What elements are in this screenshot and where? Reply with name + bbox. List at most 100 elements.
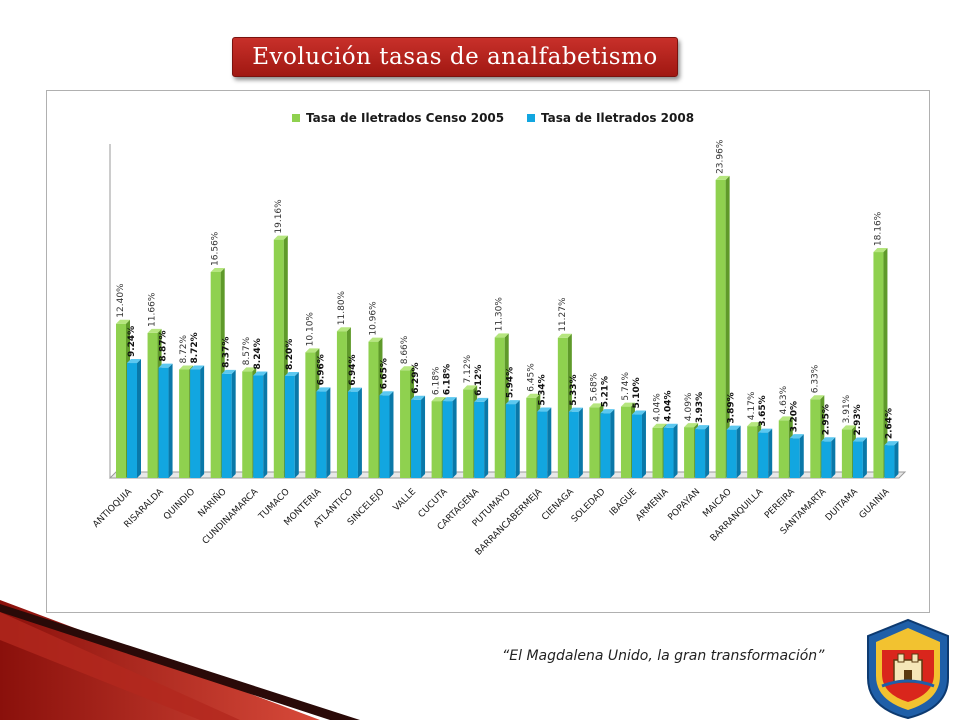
data-label-2008-3: 8.37% [222,337,232,368]
coat-of-arms-logo [867,618,949,720]
bar-2008-19 [726,425,741,478]
data-label-2005-5: 19.16% [274,199,284,234]
data-label-2008-8: 6.65% [379,358,389,389]
data-label-2008-14: 5.33% [569,374,579,405]
data-label-2008-0: 9.24% [127,326,137,357]
bar-2005-19 [715,175,730,478]
bar-2008-24 [884,441,899,478]
data-label-2005-17: 4.04% [653,393,663,422]
data-label-2005-6: 10.10% [305,312,315,347]
data-label-2005-2: 8.72% [179,334,189,363]
data-label-2005-7: 11.80% [337,290,347,325]
bar-2008-5 [284,371,299,478]
bar-2008-18 [695,425,710,478]
chart-frame: Tasa de Iletrados Censo 2005 Tasa de Ile… [46,90,930,613]
chart-legend: Tasa de Iletrados Censo 2005 Tasa de Ile… [292,111,694,125]
category-label-16: IBAGUE [608,487,639,518]
data-label-2008-23: 2.93% [853,404,863,435]
data-label-2008-9: 6.29% [411,363,421,394]
bar-2008-9 [411,395,426,478]
chart-data-labels: 12.40%9.24% 11.66%8.87% 8.72% 8.72% 16.56% 8.… [116,139,894,439]
data-label-2008-12: 5.94% [506,367,516,398]
data-label-2005-12: 11.30% [495,297,505,332]
data-label-2008-4: 8.24% [253,338,263,369]
category-label-17: ARMENIA [634,486,671,523]
data-label-2005-8: 10.96% [368,301,378,336]
legend-label-2005: Tasa de Iletrados Censo 2005 [306,111,504,125]
bar-2008-23 [852,437,867,478]
chart-bars [116,175,899,478]
data-label-2008-11: 6.12% [474,365,484,396]
data-label-2005-0: 12.40% [116,283,126,318]
data-label-2005-10: 6.18% [432,366,442,395]
bar-2008-20 [758,428,773,478]
data-label-2005-11: 7.12% [463,354,473,383]
category-label-18: POPAYAN [666,487,702,523]
bar-2008-2 [190,365,205,478]
bar-2008-4 [253,371,268,478]
page-title: Evolución tasas de analfabetismo [232,37,678,77]
data-label-2008-2: 8.72% [190,332,200,363]
data-label-2008-22: 2.95% [821,404,831,435]
bar-2008-14 [568,407,583,478]
bar-2008-15 [600,409,615,478]
bar-2008-11 [474,397,489,478]
category-label-15: SOLEDAD [570,487,608,525]
data-label-2005-20: 4.17% [747,391,757,420]
category-label-9: VALLE [392,487,419,514]
data-label-2005-9: 8.66% [400,335,410,364]
category-label-3: NARIÑO [196,486,229,519]
category-label-20: BARRANQUILLA [709,486,766,543]
data-label-2008-15: 5.21% [600,376,610,407]
data-label-2008-18: 3.93% [695,392,705,423]
category-label-19: MAICAO [701,487,733,519]
data-label-2008-1: 8.87% [159,330,169,361]
data-label-2005-4: 8.57% [242,336,252,365]
data-label-2008-6: 6.96% [316,354,326,385]
data-label-2005-21: 4.63% [779,385,789,414]
data-label-2005-14: 11.27% [558,297,568,332]
bar-2008-10 [442,397,457,478]
data-label-2008-16: 5.10% [632,377,642,408]
data-label-2008-24: 2.64% [884,408,894,439]
bar-2005-24 [873,248,888,478]
data-label-2005-16: 5.74% [621,372,631,401]
data-label-2005-1: 11.66% [148,292,158,327]
data-label-2008-19: 3.89% [727,392,737,423]
data-label-2008-17: 4.04% [664,391,674,422]
data-label-2005-19: 23.96% [716,139,726,174]
data-label-2005-13: 6.45% [526,363,536,392]
legend-swatch-2005 [292,114,300,122]
data-label-2005-23: 3.91% [842,394,852,423]
data-label-2005-15: 5.68% [589,372,599,401]
data-label-2005-3: 16.56% [211,231,221,266]
data-label-2005-18: 4.09% [684,392,694,421]
data-label-2005-22: 6.33% [810,364,820,393]
bar-2008-17 [663,423,678,478]
bar-2008-8 [379,391,394,478]
category-label-24: GUAINIA [858,486,892,520]
category-label-23: DUITAMA [824,486,861,523]
data-label-2008-7: 6.94% [348,354,358,385]
bar-2008-7 [347,387,362,478]
legend-swatch-2008 [527,114,535,122]
data-label-2008-13: 5.34% [537,374,547,405]
legend-label-2008: Tasa de Iletrados 2008 [541,111,694,125]
category-label-4: CUNDINAMARCA [201,486,261,546]
bar-2008-1 [158,363,173,478]
bar-2008-21 [789,434,804,478]
bar-2008-3 [221,369,236,478]
bar-2008-0 [127,359,141,478]
data-label-2008-5: 8.20% [285,339,295,370]
category-label-2: QUINDIO [162,487,197,522]
data-label-2008-10: 6.18% [443,364,453,395]
bar-chart: Tasa de Iletrados Censo 2005 Tasa de Ile… [91,111,907,558]
bar-2008-6 [316,387,331,478]
bar-2008-22 [821,437,836,478]
data-label-2008-20: 3.65% [758,395,768,426]
footer-quote: “El Magdalena Unido, la gran transformac… [502,648,825,664]
bar-2008-12 [505,400,520,478]
bar-2008-13 [537,407,552,478]
